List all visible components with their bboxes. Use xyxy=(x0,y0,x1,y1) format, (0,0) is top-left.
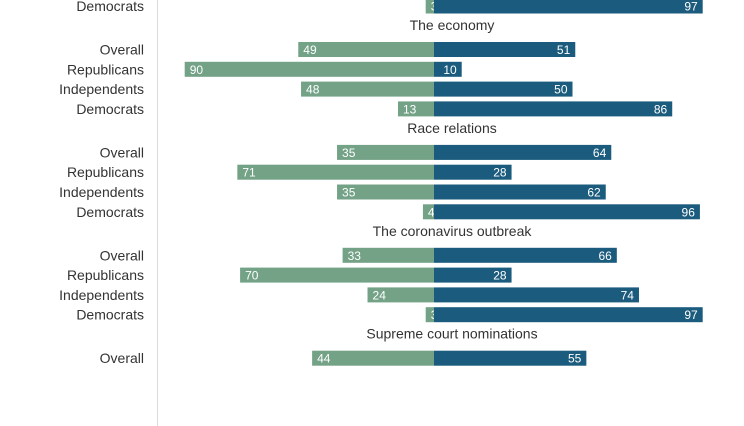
bar-right-value: 97 xyxy=(684,308,698,322)
bar-left-value: 35 xyxy=(342,186,356,200)
bar-right-value: 86 xyxy=(654,102,668,116)
row-label: Independents xyxy=(59,81,144,97)
row-label: Democrats xyxy=(76,101,144,117)
bar-left xyxy=(298,42,434,57)
bar-left xyxy=(342,247,434,263)
bar-right xyxy=(434,101,673,117)
bar-left-value: 70 xyxy=(245,269,259,283)
bar-left-value: 49 xyxy=(303,43,317,57)
bar-left xyxy=(184,61,434,77)
bar-left-value: 24 xyxy=(373,288,387,302)
bar-right xyxy=(434,247,617,263)
row-label: Democrats xyxy=(76,307,144,323)
bar-left-value: 71 xyxy=(242,166,256,180)
bar-left xyxy=(422,204,434,220)
bar-right-value: 66 xyxy=(598,249,612,263)
bar-right-value: 51 xyxy=(557,43,571,57)
bar-left-value: 13 xyxy=(403,102,417,116)
bar-left-value: 90 xyxy=(190,63,204,77)
bar-left-value: 33 xyxy=(348,249,362,263)
bar-right xyxy=(434,42,576,57)
bar-left-value: 48 xyxy=(306,83,320,97)
bar-right xyxy=(434,184,606,200)
bar-left-value: 44 xyxy=(317,352,331,366)
row-label: Overall xyxy=(100,42,144,58)
section-title: Supreme court nominations xyxy=(366,326,537,342)
bar-right xyxy=(434,267,512,283)
bar-right-value: 50 xyxy=(554,83,568,97)
bar-right-value: 55 xyxy=(568,352,582,366)
bar-right-value: 28 xyxy=(493,166,507,180)
row-label: Republicans xyxy=(67,61,144,77)
bar-right-value: 97 xyxy=(684,0,698,14)
bar-left xyxy=(367,287,434,303)
bar-left xyxy=(312,350,434,366)
bar-left xyxy=(240,267,434,283)
bar-right xyxy=(434,144,612,160)
bar-right xyxy=(434,204,700,220)
row-label: Independents xyxy=(59,184,144,200)
row-label: Overall xyxy=(100,247,144,263)
bar-right-value: 28 xyxy=(493,269,507,283)
bar-right-value: 62 xyxy=(587,186,601,200)
row-label: Overall xyxy=(100,144,144,160)
bar-left xyxy=(397,101,434,117)
row-label: Overall xyxy=(100,350,144,366)
bar-right xyxy=(434,287,639,303)
row-label: Republicans xyxy=(67,164,144,180)
row-label: Independents xyxy=(59,287,144,303)
bar-right xyxy=(434,0,703,14)
bar-right xyxy=(434,350,587,366)
section-title: The coronavirus outbreak xyxy=(373,223,533,239)
row-label: Democrats xyxy=(76,0,144,14)
bar-left xyxy=(337,184,434,200)
bar-right-value: 64 xyxy=(593,146,607,160)
bar-right xyxy=(434,164,512,180)
bar-right xyxy=(434,307,703,323)
bar-left xyxy=(237,164,434,180)
bar-left-value: 4 xyxy=(428,205,435,219)
bar-right xyxy=(434,61,462,77)
bar-left xyxy=(301,81,434,97)
section-title: Race relations xyxy=(407,120,497,136)
bar-right xyxy=(434,81,573,97)
bar-right-value: 74 xyxy=(621,288,635,302)
bar-right-value: 96 xyxy=(682,205,696,219)
bar-left xyxy=(337,144,434,160)
section-title: The economy xyxy=(410,17,495,33)
row-label: Democrats xyxy=(76,204,144,220)
bar-right-value: 10 xyxy=(443,63,457,77)
row-label: Republicans xyxy=(67,267,144,283)
bar-left xyxy=(425,0,434,14)
bar-left-value: 35 xyxy=(342,146,356,160)
bar-left xyxy=(425,307,434,323)
